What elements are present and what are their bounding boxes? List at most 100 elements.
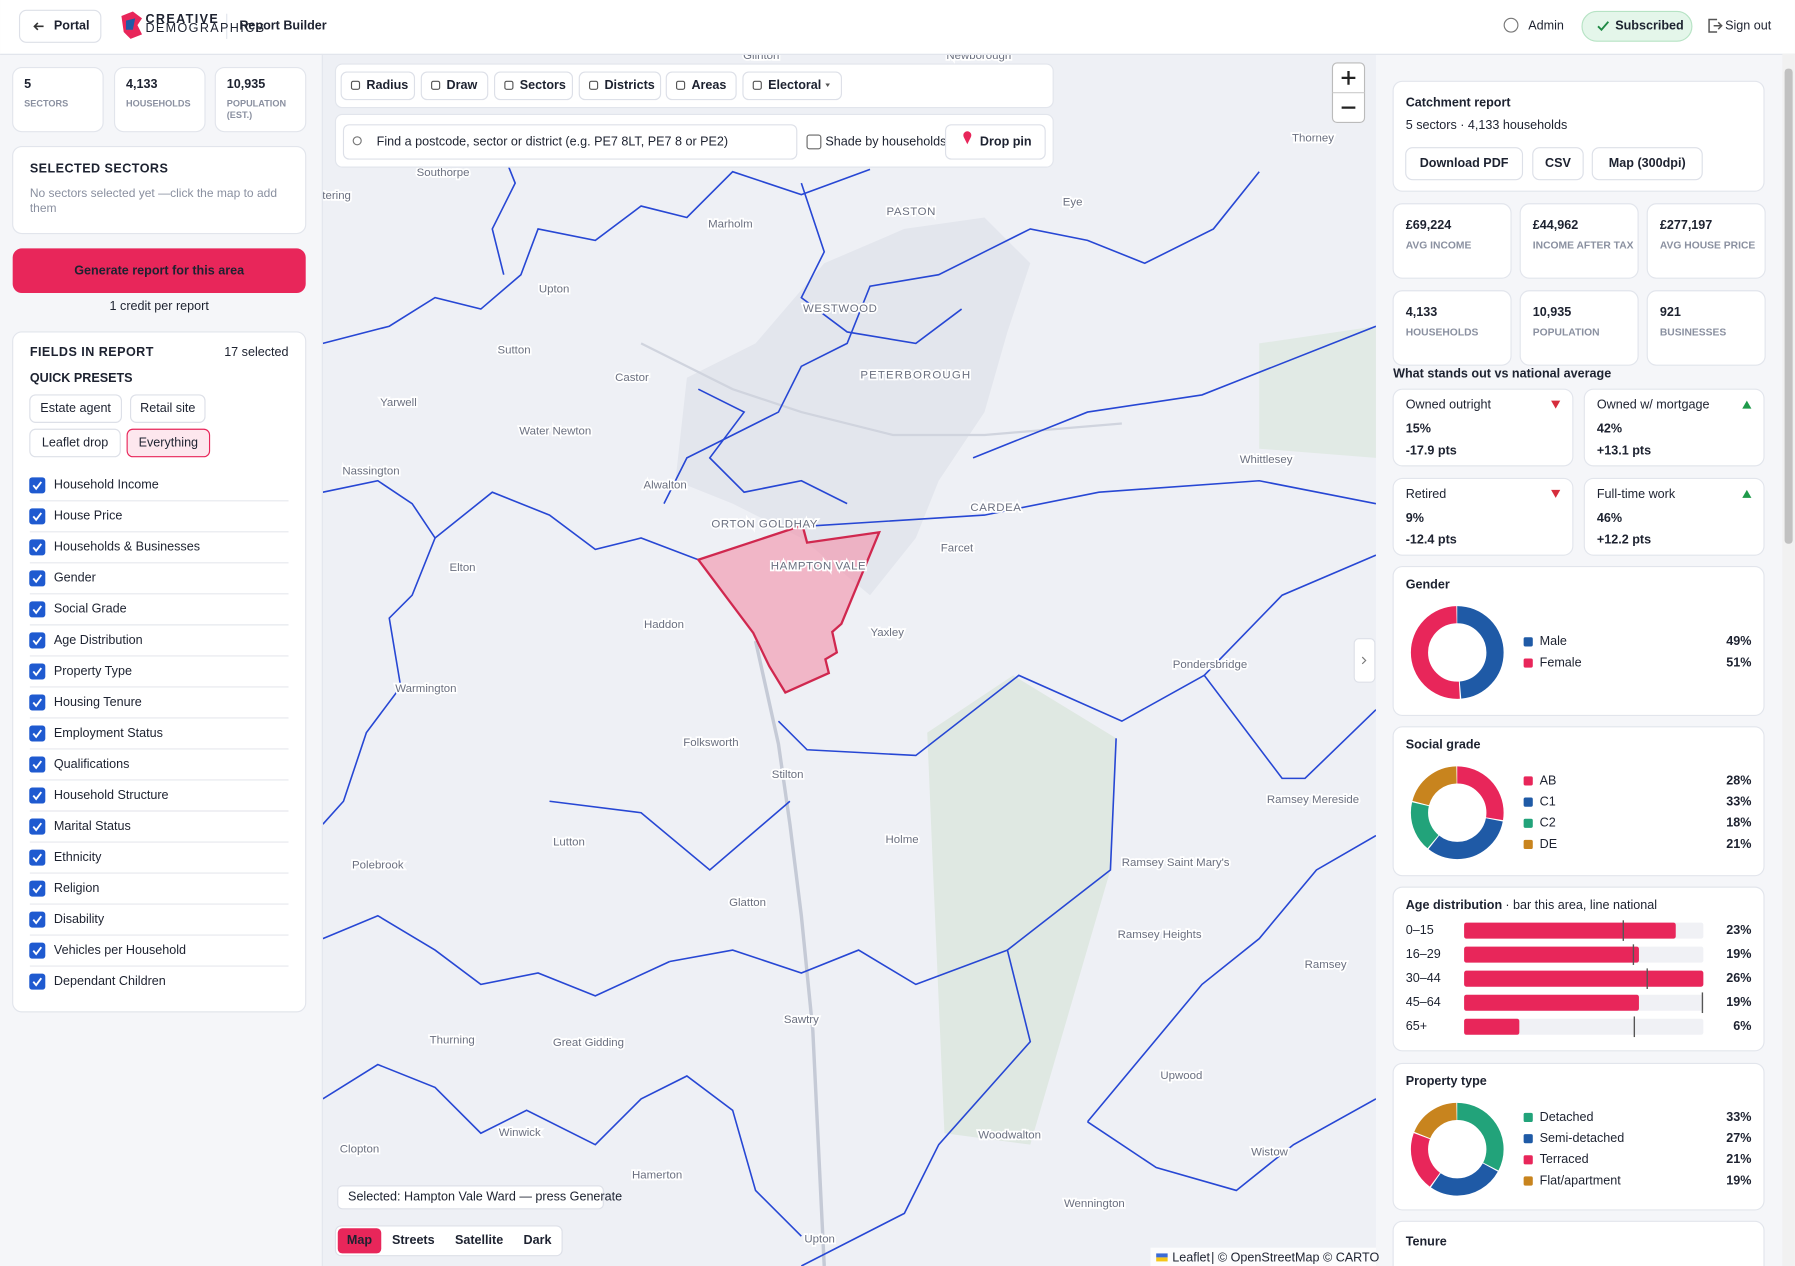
layer-button[interactable]: Satellite bbox=[455, 1233, 503, 1247]
export-button[interactable] bbox=[1532, 147, 1584, 181]
generate-label[interactable]: Generate report for this area bbox=[74, 264, 245, 278]
export-label[interactable]: Map (300dpi) bbox=[1609, 156, 1686, 170]
preset-button[interactable] bbox=[29, 394, 122, 423]
stat-card bbox=[214, 66, 307, 133]
tool-label[interactable]: Electoral bbox=[768, 78, 821, 92]
place-label: Winwick bbox=[499, 1127, 541, 1139]
preset-button[interactable] bbox=[29, 428, 121, 458]
status-pill bbox=[1581, 10, 1693, 42]
stat-label: POPULATION (EST.) bbox=[227, 98, 286, 120]
preset-button[interactable] bbox=[130, 394, 206, 423]
legend-label: Flat/apartment bbox=[1540, 1173, 1622, 1187]
place-label: Clopton bbox=[340, 1143, 379, 1155]
layer-button[interactable]: Streets bbox=[392, 1233, 435, 1247]
tool-label[interactable]: Districts bbox=[604, 78, 654, 92]
export-button[interactable] bbox=[1591, 147, 1703, 181]
checkbox[interactable] bbox=[29, 663, 46, 680]
check-icon bbox=[32, 574, 43, 584]
standout-delta: +13.1 pts bbox=[1597, 443, 1651, 457]
generate-button[interactable] bbox=[12, 248, 306, 294]
bar bbox=[1464, 994, 1639, 1011]
shade-checkbox[interactable] bbox=[806, 134, 822, 150]
place-label: Thurning bbox=[430, 1035, 475, 1047]
checkbox[interactable] bbox=[29, 973, 46, 990]
standout-delta: -12.4 pts bbox=[1406, 533, 1457, 547]
export-label[interactable]: Download PDF bbox=[1420, 156, 1509, 170]
tool-button[interactable] bbox=[665, 71, 737, 101]
place-label: Upton bbox=[804, 1234, 835, 1246]
place-label: Wennington bbox=[1064, 1198, 1125, 1210]
tool-button[interactable] bbox=[578, 71, 662, 101]
checkbox[interactable] bbox=[29, 632, 46, 649]
search-input[interactable] bbox=[342, 124, 798, 160]
checkbox[interactable] bbox=[29, 694, 46, 711]
legend-label: Male bbox=[1540, 634, 1567, 648]
field-label: Housing Tenure bbox=[54, 695, 142, 709]
tool-button[interactable] bbox=[742, 71, 842, 101]
checkbox[interactable] bbox=[29, 849, 46, 866]
checkbox[interactable] bbox=[29, 570, 46, 587]
tool-button[interactable] bbox=[340, 71, 416, 101]
layer-active bbox=[337, 1228, 382, 1254]
shade-label: Shade by households bbox=[825, 134, 946, 148]
checkbox[interactable] bbox=[29, 756, 46, 773]
legend-label: Semi-detached bbox=[1540, 1131, 1625, 1145]
selected-area[interactable] bbox=[696, 523, 882, 694]
bar-label: 45–64 bbox=[1406, 995, 1441, 1009]
tool-label[interactable]: Draw bbox=[447, 78, 478, 92]
attribution-link[interactable]: Leaflet bbox=[1172, 1250, 1210, 1264]
checkbox[interactable] bbox=[29, 539, 46, 556]
preset-label[interactable]: Everything bbox=[139, 435, 198, 449]
checkbox[interactable] bbox=[29, 508, 46, 525]
check-icon bbox=[32, 698, 43, 708]
checkbox[interactable] bbox=[29, 942, 46, 959]
chevron-icon bbox=[1361, 656, 1367, 665]
checkbox[interactable] bbox=[29, 477, 46, 494]
export-button[interactable] bbox=[1405, 147, 1524, 181]
tool-label[interactable]: Sectors bbox=[520, 78, 566, 92]
standout-label: Owned outright bbox=[1406, 398, 1492, 412]
donut-segment bbox=[1410, 1102, 1504, 1196]
map[interactable]: Glinton Newborough Southorpe Thorney Eye Marh… bbox=[322, 50, 1376, 1266]
layer-button[interactable]: Dark bbox=[524, 1233, 552, 1247]
kpi-label: INCOME AFTER TAX bbox=[1532, 239, 1634, 251]
preset-label[interactable]: Leaflet drop bbox=[42, 435, 108, 449]
tool-button[interactable] bbox=[420, 71, 489, 101]
checkbox[interactable] bbox=[29, 818, 46, 835]
tool-button[interactable] bbox=[494, 71, 573, 101]
export-label[interactable]: CSV bbox=[1545, 156, 1571, 170]
signout-icon[interactable] bbox=[1708, 18, 1723, 33]
field-label: House Price bbox=[54, 509, 123, 523]
check-icon bbox=[32, 791, 43, 801]
panel-toggle[interactable] bbox=[1353, 638, 1376, 683]
field-label: Property Type bbox=[54, 664, 132, 678]
layer-button[interactable]: Map bbox=[347, 1233, 372, 1247]
tool-label[interactable]: Areas bbox=[691, 78, 726, 92]
value-label: 21% bbox=[1726, 1152, 1751, 1166]
drop-pin-label[interactable]: Drop pin bbox=[980, 134, 1032, 148]
check-icon bbox=[32, 915, 43, 925]
empty-note: No sectors selected yet —click the map t… bbox=[29, 186, 278, 216]
place-label: tering bbox=[322, 190, 351, 202]
portal-button[interactable] bbox=[18, 9, 102, 43]
checkbox[interactable] bbox=[29, 880, 46, 897]
checkbox[interactable] bbox=[29, 911, 46, 928]
preset-label[interactable]: Estate agent bbox=[40, 401, 111, 415]
portal-label: Portal bbox=[54, 19, 90, 33]
check-icon bbox=[32, 977, 43, 987]
woodland bbox=[1259, 326, 1376, 458]
checkbox[interactable] bbox=[29, 787, 46, 804]
section-title: FIELDS IN REPORT bbox=[30, 345, 154, 359]
legend-swatch bbox=[1523, 1134, 1533, 1144]
checkbox[interactable] bbox=[29, 725, 46, 742]
legend-swatch bbox=[1523, 1112, 1533, 1123]
checkbox[interactable] bbox=[29, 601, 46, 618]
tool-label[interactable]: Radius bbox=[366, 78, 408, 92]
kpi-label: POPULATION bbox=[1532, 326, 1600, 338]
status-box bbox=[337, 1185, 604, 1210]
preset-label[interactable]: Retail site bbox=[140, 401, 195, 415]
scrollbar-thumb[interactable] bbox=[1784, 68, 1793, 544]
preset-button[interactable] bbox=[126, 428, 211, 458]
zoom-in[interactable] bbox=[1341, 70, 1356, 109]
signout-link[interactable]: Sign out bbox=[1725, 19, 1772, 33]
